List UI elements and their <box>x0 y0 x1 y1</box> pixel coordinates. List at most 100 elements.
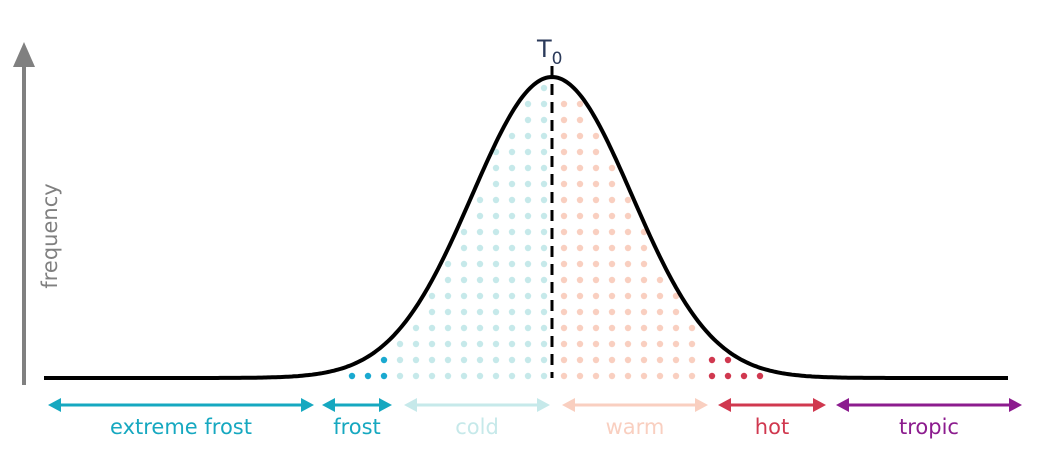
cold-dot <box>492 356 500 364</box>
cold-dot <box>428 292 436 300</box>
frost-dot <box>364 372 372 380</box>
range-warm-left-head <box>562 398 575 412</box>
warm-dot <box>640 340 648 348</box>
cold-dot <box>540 212 548 220</box>
cold-dot <box>508 260 516 268</box>
cold-dot <box>396 372 404 380</box>
range-warm: warm <box>562 398 708 439</box>
cold-dot <box>492 244 500 252</box>
warm-dot <box>624 292 632 300</box>
warm-dot <box>688 372 696 380</box>
cold-dot <box>524 100 532 108</box>
cold-dot <box>444 292 452 300</box>
warm-dot <box>672 308 680 316</box>
cold-dot <box>524 308 532 316</box>
warm-dot <box>672 340 680 348</box>
warm-dot <box>608 228 616 236</box>
cold-dot <box>524 228 532 236</box>
range-warm-label: warm <box>606 415 665 439</box>
cold-dot <box>524 196 532 204</box>
warm-dot <box>560 372 568 380</box>
warm-dot <box>608 292 616 300</box>
warm-dot <box>608 212 616 220</box>
warm-dot <box>560 116 568 124</box>
warm-dot <box>688 324 696 332</box>
cold-dot <box>524 340 532 348</box>
cold-dot <box>508 228 516 236</box>
cold-dot <box>492 276 500 284</box>
warm-dot <box>624 340 632 348</box>
warm-dot <box>656 292 664 300</box>
cold-dot <box>540 100 548 108</box>
peak-label: T0 <box>536 35 563 69</box>
y-axis-arrow-head <box>13 42 35 67</box>
cold-dot <box>460 260 468 268</box>
cold-dot <box>508 292 516 300</box>
range-hot-left-head <box>718 398 731 412</box>
dot-fill <box>348 84 764 380</box>
range-frost-right-head <box>379 398 392 412</box>
range-tropic-right-head <box>1009 398 1022 412</box>
cold-dot <box>540 196 548 204</box>
cold-dot <box>508 276 516 284</box>
cold-dot <box>444 372 452 380</box>
warm-dot <box>576 228 584 236</box>
warm-dot <box>592 356 600 364</box>
warm-dot <box>688 340 696 348</box>
peak-label-main: T <box>536 35 552 63</box>
cold-dot <box>476 212 484 220</box>
warm-dot <box>640 276 648 284</box>
distribution-curve <box>44 74 1008 380</box>
warm-dot <box>560 212 568 220</box>
cold-dot <box>508 164 516 172</box>
warm-dot <box>560 356 568 364</box>
cold-dot <box>540 164 548 172</box>
cold-dot <box>524 164 532 172</box>
cold-dot <box>508 244 516 252</box>
warm-dot <box>608 164 616 172</box>
cold-dot <box>492 292 500 300</box>
warm-dot <box>560 244 568 252</box>
hot-dot <box>708 356 716 364</box>
cold-dot <box>492 164 500 172</box>
cold-dot <box>492 180 500 188</box>
warm-dot <box>608 372 616 380</box>
cold-dot <box>476 276 484 284</box>
y-axis-label: frequency <box>38 183 62 288</box>
cold-dot <box>524 180 532 188</box>
cold-dot <box>508 356 516 364</box>
range-warm-right-head <box>695 398 708 412</box>
cold-dot <box>524 372 532 380</box>
warm-dot <box>624 324 632 332</box>
cold-dot <box>540 228 548 236</box>
warm-dot <box>576 132 584 140</box>
range-extreme-frost-right-head <box>301 398 314 412</box>
cold-dot <box>460 308 468 316</box>
cold-dot <box>476 308 484 316</box>
cold-dot <box>492 260 500 268</box>
cold-dot <box>476 244 484 252</box>
warm-dot <box>608 324 616 332</box>
warm-dot <box>592 276 600 284</box>
cold-dot <box>508 324 516 332</box>
warm-dot <box>608 180 616 188</box>
cold-dot <box>540 276 548 284</box>
warm-dot <box>688 356 696 364</box>
warm-dot <box>592 132 600 140</box>
cold-dot <box>476 292 484 300</box>
range-cold-label: cold <box>455 415 499 439</box>
warm-dot <box>624 308 632 316</box>
warm-dot <box>576 356 584 364</box>
warm-dot <box>624 196 632 204</box>
cold-dot <box>540 372 548 380</box>
range-hot-right-head <box>813 398 826 412</box>
warm-dot <box>592 372 600 380</box>
warm-dot <box>560 164 568 172</box>
warm-dot <box>576 196 584 204</box>
hot-dot <box>724 356 732 364</box>
range-frost-left-head <box>322 398 335 412</box>
warm-dot <box>640 244 648 252</box>
cold-dot <box>492 340 500 348</box>
cold-dot <box>460 356 468 364</box>
cold-dot <box>428 340 436 348</box>
